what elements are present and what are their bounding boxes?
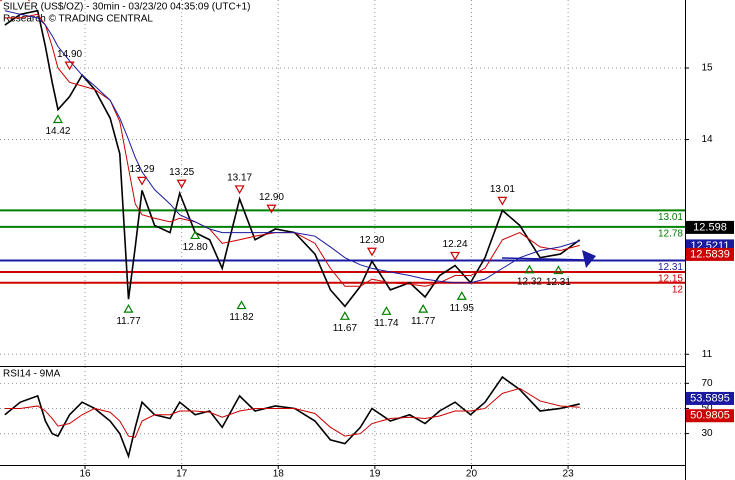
pivot-high bbox=[450, 251, 461, 261]
last-value-label: 12.598 bbox=[693, 221, 727, 233]
pivot-low bbox=[123, 303, 134, 313]
y-tick-label: 50 bbox=[701, 403, 713, 414]
pivot-label: 11.95 bbox=[450, 303, 475, 314]
pivot-label: 12.80 bbox=[183, 242, 208, 253]
pivot-high bbox=[497, 196, 508, 206]
x-tick-label: 17 bbox=[176, 469, 188, 480]
pivot-low bbox=[236, 300, 247, 310]
last-value-label: 53.5895 bbox=[690, 392, 730, 404]
pivot-label: 12.24 bbox=[443, 239, 468, 250]
x-tick-label: 23 bbox=[563, 469, 575, 480]
y-tick-label: 30 bbox=[701, 428, 713, 439]
pivot-label: 12.32 bbox=[517, 276, 542, 287]
level-label: 13.01 bbox=[658, 212, 683, 223]
pivot-low bbox=[381, 306, 392, 315]
trend-line bbox=[501, 257, 589, 261]
last-value-box bbox=[686, 409, 734, 423]
x-tick-label: 16 bbox=[79, 469, 91, 480]
pivot-label: 11.77 bbox=[411, 316, 436, 327]
chart-title: SILVER (US$/OZ) - 30min - 03/23/20 04:35… bbox=[3, 2, 250, 13]
rsi-title: RSI14 - 9MA bbox=[3, 369, 61, 380]
pivot-low bbox=[456, 291, 467, 300]
pivot-label: 12.31 bbox=[546, 277, 571, 288]
level-label: 12 bbox=[672, 284, 684, 295]
pivot-high bbox=[176, 179, 187, 189]
last-value-box bbox=[686, 220, 734, 234]
pivot-label: 12.90 bbox=[259, 192, 284, 203]
last-value-label: 12.5839 bbox=[690, 248, 730, 260]
y-tick-label: 14 bbox=[701, 134, 713, 145]
pivot-low bbox=[339, 311, 350, 320]
pivot-high bbox=[64, 61, 75, 71]
chart-subtitle: Research © TRADING CENTRAL bbox=[3, 14, 153, 25]
level-label: 12.15 bbox=[658, 274, 683, 285]
pivot-label: 11.74 bbox=[374, 318, 399, 329]
last-value-box bbox=[686, 247, 734, 261]
series-line bbox=[4, 10, 580, 284]
pivot-label: 11.67 bbox=[333, 323, 358, 334]
pivot-label: 13.25 bbox=[169, 167, 194, 178]
last-value-box bbox=[686, 391, 734, 405]
series-line bbox=[4, 387, 580, 438]
x-tick-label: 18 bbox=[273, 469, 285, 480]
x-tick-label: 20 bbox=[466, 469, 478, 480]
series-line bbox=[4, 375, 580, 459]
pivot-label: 11.77 bbox=[116, 316, 141, 327]
level-label: 12.78 bbox=[658, 229, 683, 240]
y-tick-label: 70 bbox=[701, 378, 713, 389]
pivot-low bbox=[190, 230, 201, 240]
pivot-low bbox=[418, 303, 429, 313]
pivot-label: 13.29 bbox=[130, 164, 155, 175]
x-tick-label: 19 bbox=[369, 469, 381, 480]
pivot-high bbox=[266, 204, 277, 214]
y-tick-label: 15 bbox=[701, 63, 713, 74]
y-tick-label: 11 bbox=[702, 349, 713, 360]
pivot-high bbox=[136, 176, 148, 186]
series-line bbox=[4, 9, 581, 308]
pivot-low bbox=[524, 264, 535, 274]
pivot-label: 13.17 bbox=[227, 173, 252, 184]
pivot-label: 14.90 bbox=[57, 49, 82, 60]
pivot-label: 13.01 bbox=[490, 184, 515, 195]
pivot-label: 12.30 bbox=[359, 235, 384, 246]
pivot-low bbox=[553, 265, 564, 275]
pivot-label: 11.82 bbox=[229, 312, 254, 323]
pivot-high bbox=[366, 247, 378, 257]
last-value-label: 50.9805 bbox=[690, 410, 730, 422]
pivot-high bbox=[234, 185, 245, 195]
series-line bbox=[4, 13, 580, 287]
arrow-head bbox=[582, 250, 596, 268]
pivot-label: 14.42 bbox=[45, 126, 70, 137]
trend-arrow bbox=[501, 250, 596, 268]
pivot-low bbox=[52, 114, 64, 124]
level-label: 12.31 bbox=[658, 262, 683, 273]
